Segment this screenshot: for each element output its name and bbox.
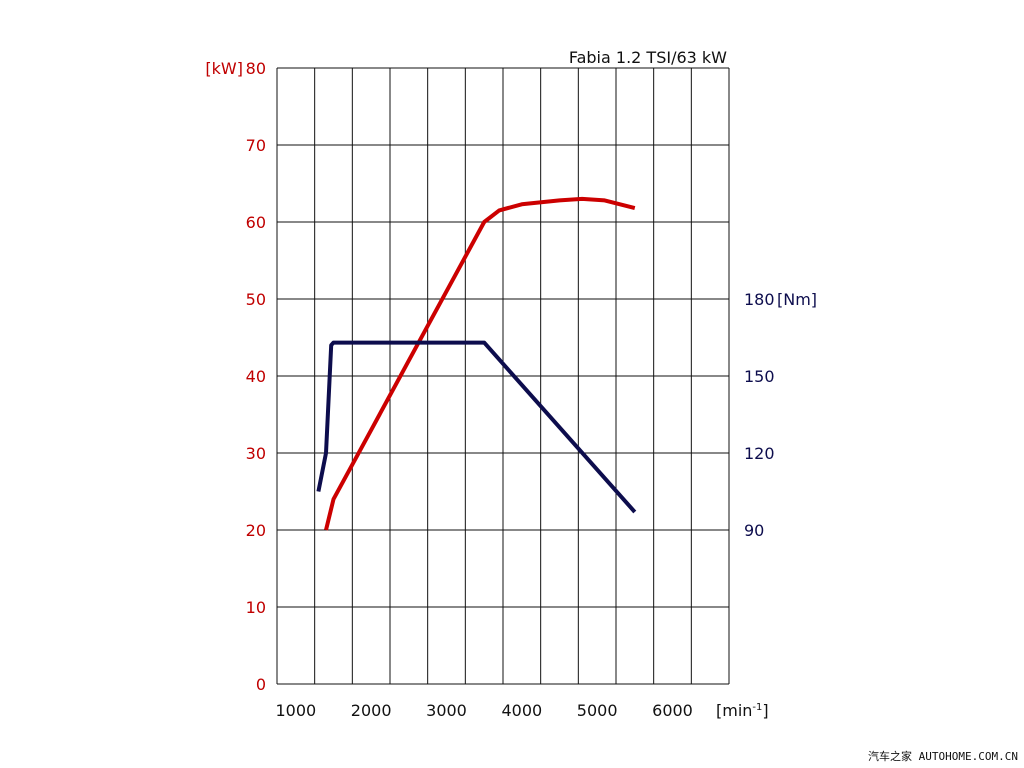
power-series-line [324,196,636,531]
y-left-tick-label: 80 [246,59,266,78]
x-tick-label: 4000 [501,701,542,720]
x-unit-label: [min-1] [716,701,769,720]
label-layer: 0 10 20 30 40 50 60 70 80[kW] 90 120 150 180 [Nm] 1000… [205,59,817,720]
x-tick-label: 1000 [275,701,316,720]
y-left-tick-label: 60 [246,213,266,232]
y-left-unit-label: [kW] [205,59,243,78]
y-right-tick-label: 180 [744,290,775,309]
y-left-tick-label: 20 [246,521,266,540]
watermark: 汽车之家 AUTOHOME.COM.CN [868,750,1018,763]
y-right-unit-label: [Nm] [777,290,817,309]
y-right-tick-label: 120 [744,444,775,463]
series-layer [316,196,637,531]
x-tick-label: 3000 [426,701,467,720]
x-tick-label: 6000 [652,701,693,720]
grid [276,67,730,685]
x-tick-label: 2000 [351,701,392,720]
y-right-tick-label: 90 [744,521,764,540]
chart-title: Fabia 1.2 TSI/63 kW [569,48,727,67]
y-left-tick-label: 0 [256,675,266,694]
y-left-tick-label: 10 [246,598,266,617]
y-right-tick-label: 150 [744,367,775,386]
y-left-tick-label: 70 [246,136,266,155]
torque-series-line [316,340,637,514]
y-left-tick-label: 30 [246,444,266,463]
y-left-tick-label: 40 [246,367,266,386]
x-tick-label: 5000 [577,701,618,720]
y-left-tick-label: 50 [246,290,266,309]
